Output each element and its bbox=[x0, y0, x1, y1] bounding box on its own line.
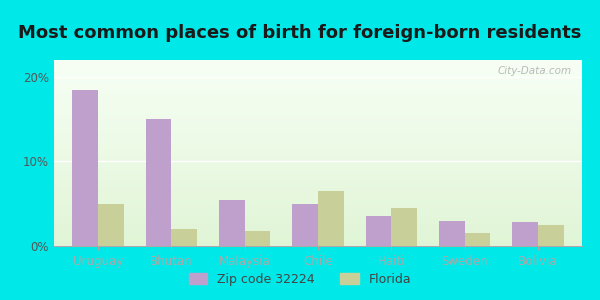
Text: Most common places of birth for foreign-born residents: Most common places of birth for foreign-… bbox=[19, 24, 581, 42]
Bar bbox=[512, 222, 538, 246]
Bar bbox=[365, 216, 391, 246]
Bar bbox=[292, 204, 318, 246]
Bar bbox=[439, 220, 464, 246]
Bar bbox=[172, 229, 197, 246]
Bar bbox=[219, 200, 245, 246]
Bar bbox=[538, 225, 563, 246]
Bar bbox=[318, 191, 344, 246]
Bar bbox=[146, 119, 172, 246]
Legend: Zip code 32224, Florida: Zip code 32224, Florida bbox=[184, 268, 416, 291]
Text: City-Data.com: City-Data.com bbox=[497, 66, 571, 76]
Bar bbox=[98, 204, 124, 246]
Bar bbox=[73, 90, 98, 246]
Bar bbox=[464, 233, 490, 246]
Bar bbox=[245, 231, 271, 246]
Bar bbox=[391, 208, 417, 246]
